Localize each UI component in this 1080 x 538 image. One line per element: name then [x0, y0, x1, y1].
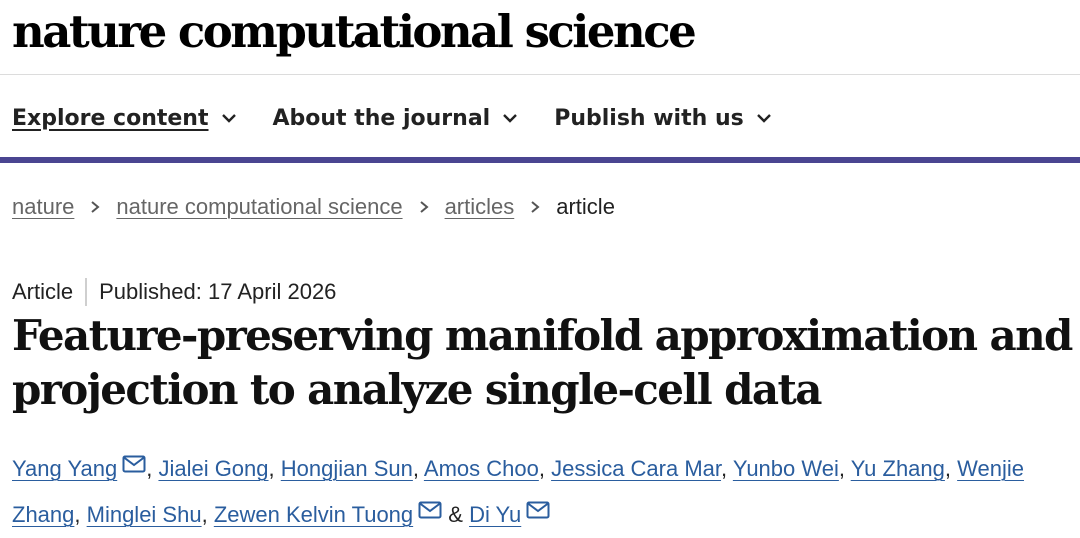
published-date: Published: 17 April 2026	[99, 279, 337, 304]
breadcrumb-current: article	[556, 194, 615, 219]
nav-about-the-journal[interactable]: About the journal	[273, 106, 519, 131]
author-separator: ,	[201, 502, 214, 527]
chevron-down-icon	[756, 114, 771, 123]
nav-label: Explore content	[12, 105, 209, 131]
mail-icon[interactable]	[418, 501, 442, 519]
author-separator: ,	[268, 456, 281, 481]
journal-logo[interactable]: nature computational science	[12, 5, 697, 58]
author-separator-last: &	[442, 502, 470, 527]
author-link[interactable]: Amos Choo	[423, 456, 539, 481]
nav-explore-content[interactable]: Explore content	[12, 106, 237, 131]
meta-divider	[85, 278, 88, 306]
author-separator: ,	[146, 456, 159, 481]
author-separator: ,	[721, 456, 733, 481]
chevron-down-icon	[503, 114, 518, 123]
author-link[interactable]: Hongjian Sun	[280, 456, 413, 481]
breadcrumb: nature nature computational science arti…	[12, 194, 615, 220]
author-separator: ,	[74, 502, 87, 527]
author-link[interactable]: Minglei Shu	[86, 502, 202, 527]
author-separator: ,	[412, 456, 424, 481]
author-link[interactable]: Wenjie Zhang	[12, 456, 1024, 527]
main-nav: Explore content About the journal Publis…	[12, 98, 808, 138]
article-title: Feature-preserving manifold approximatio…	[12, 311, 1073, 414]
author-list: Yang Yang, Jialei Gong, Hongjian Sun, Am…	[12, 446, 1074, 538]
breadcrumb-journal[interactable]: nature computational science	[116, 194, 403, 219]
article-type: Article	[12, 279, 74, 304]
author-separator: ,	[538, 456, 552, 481]
author-separator: ,	[944, 456, 958, 481]
author-link[interactable]: Yunbo Wei	[732, 456, 839, 481]
nav-publish-with-us[interactable]: Publish with us	[554, 106, 772, 131]
author-link[interactable]: Jessica Cara Mar	[551, 456, 722, 481]
nav-accent-bar	[0, 157, 1080, 163]
author-link[interactable]: Di Yu	[469, 502, 522, 527]
chevron-right-icon	[419, 201, 429, 213]
chevron-right-icon	[91, 201, 100, 213]
header-divider	[0, 74, 1080, 75]
author-separator: ,	[838, 456, 851, 481]
article-meta: Article Published: 17 April 2026	[12, 278, 336, 306]
breadcrumb-articles[interactable]: articles	[444, 194, 515, 219]
author-link[interactable]: Yang Yang	[12, 456, 118, 481]
nav-label: Publish with us	[554, 105, 744, 131]
chevron-right-icon	[531, 201, 540, 213]
mail-icon[interactable]	[526, 501, 550, 519]
chevron-down-icon	[221, 114, 236, 123]
mail-icon[interactable]	[122, 455, 146, 473]
author-link[interactable]: Yu Zhang	[850, 456, 945, 481]
author-link[interactable]: Zewen Kelvin Tuong	[213, 502, 414, 527]
breadcrumb-nature[interactable]: nature	[12, 194, 75, 219]
nav-label: About the journal	[272, 105, 491, 131]
author-link[interactable]: Jialei Gong	[158, 456, 269, 481]
